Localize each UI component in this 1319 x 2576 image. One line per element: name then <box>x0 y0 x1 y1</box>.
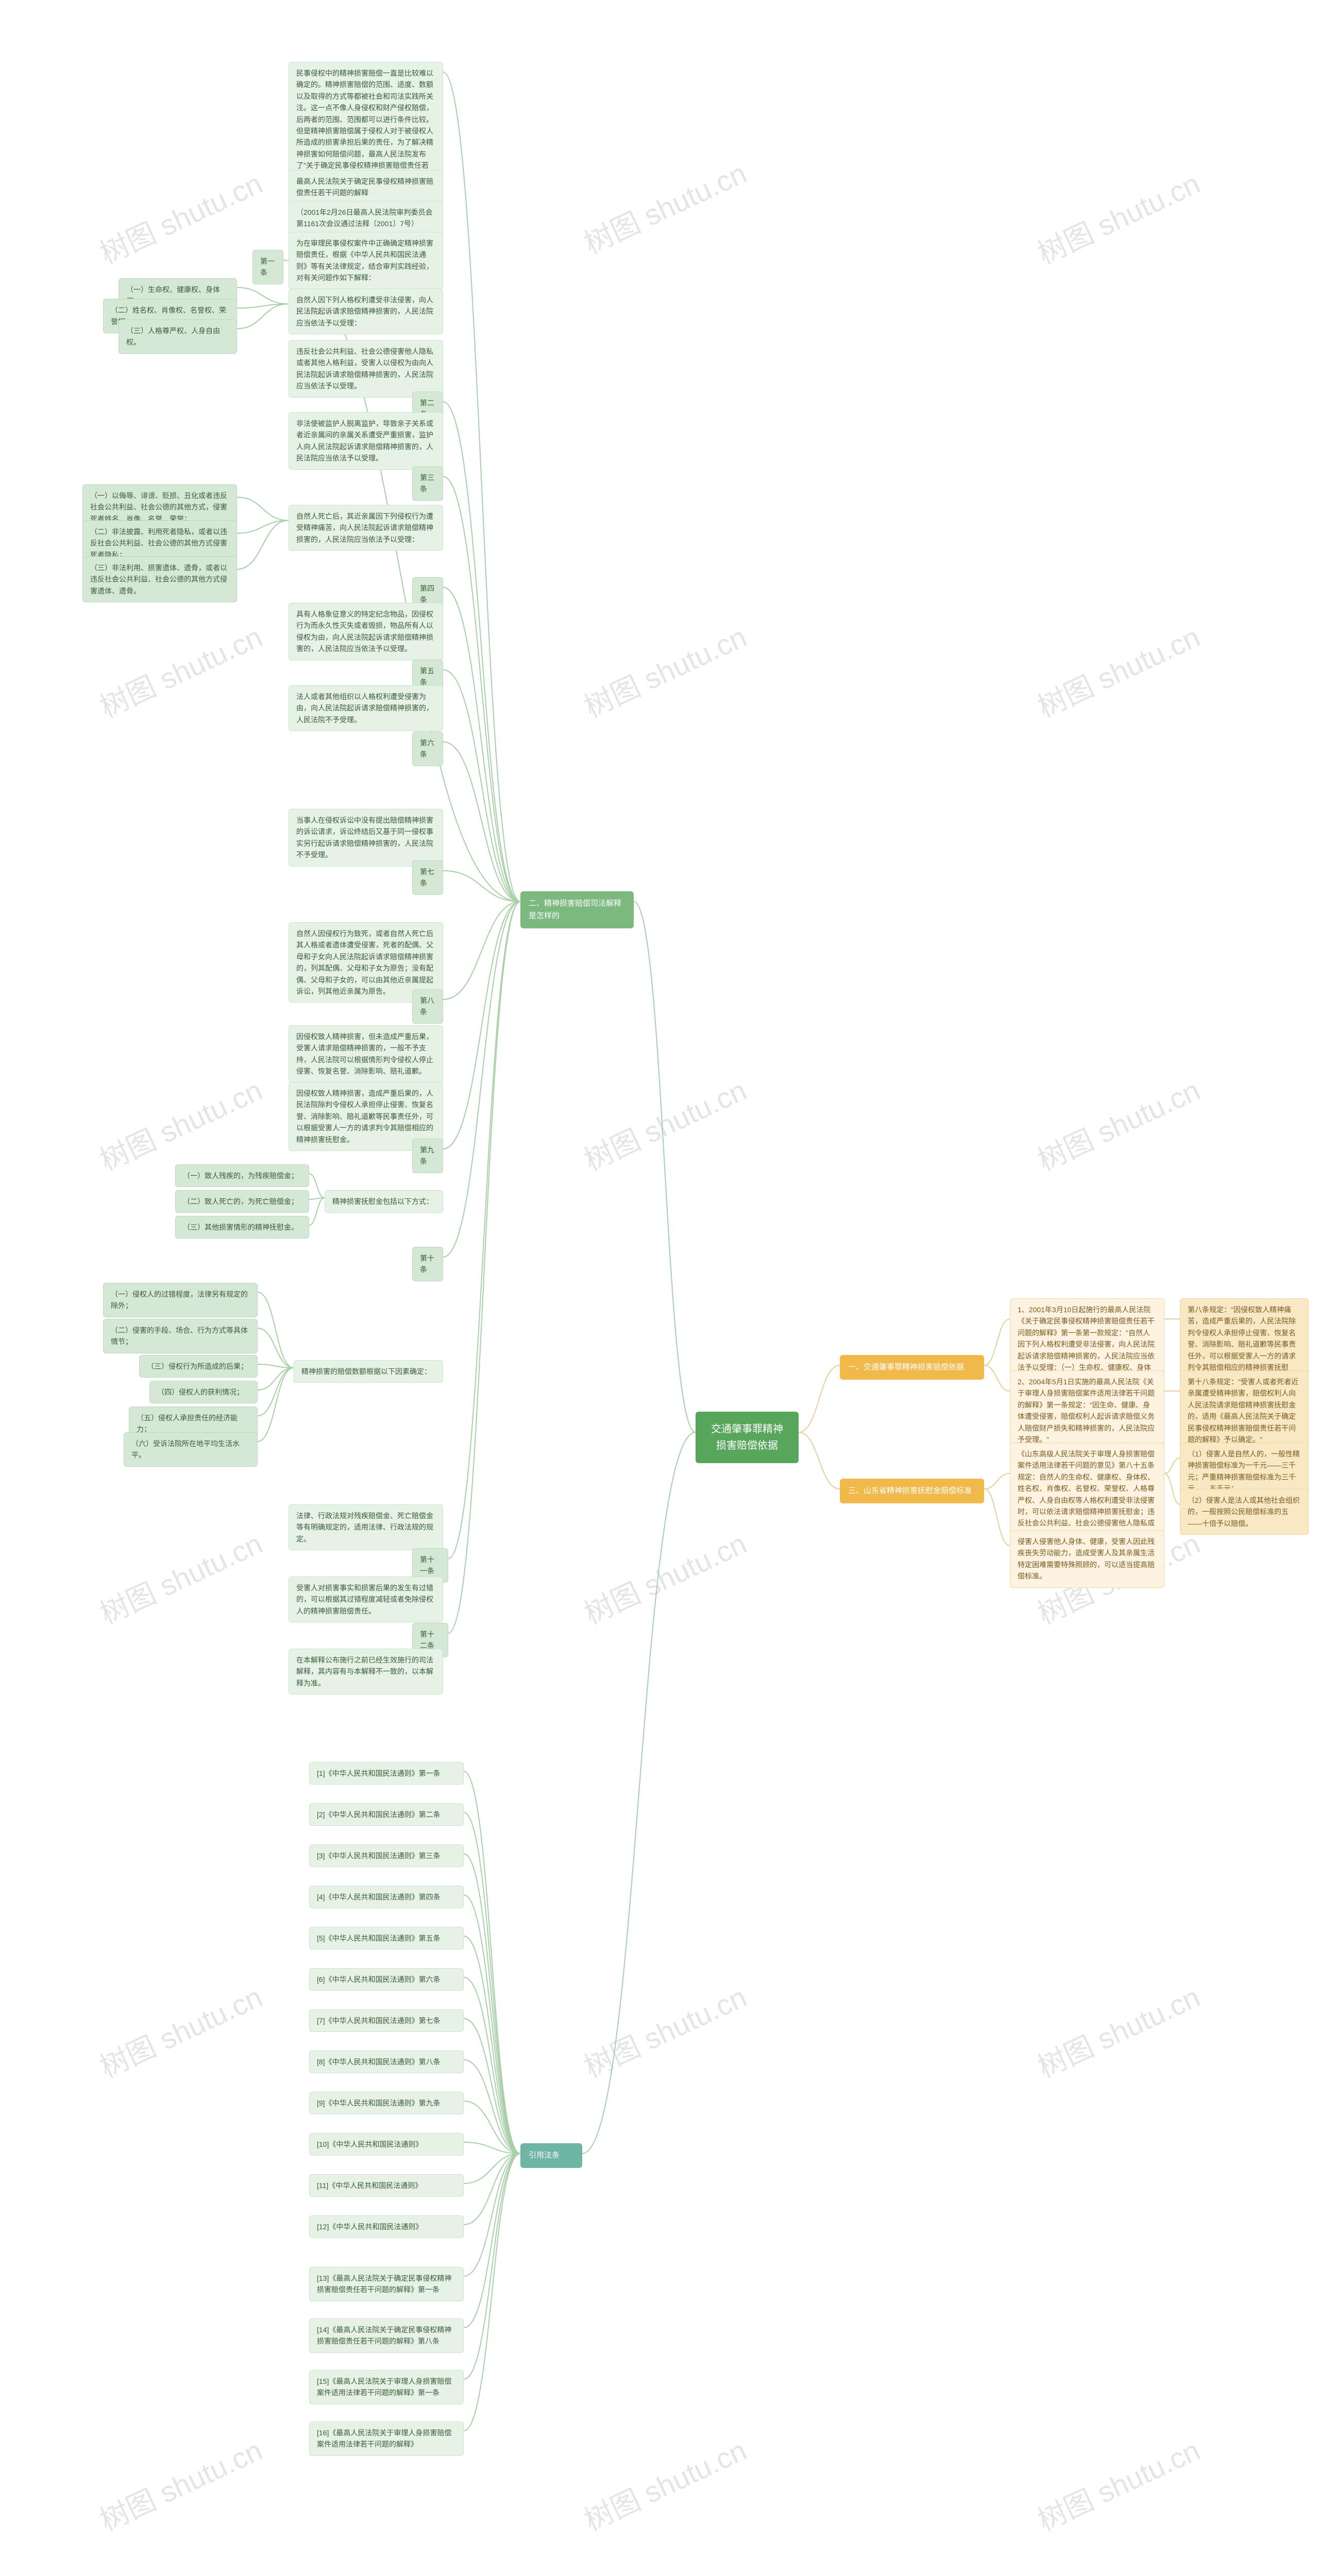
article-a6: 第六条 <box>412 732 443 766</box>
watermark: 树图 shutu.cn <box>1030 1974 1206 2086</box>
citation: [7]《中华人民共和国民法通则》第七条 <box>309 2009 464 2032</box>
a10-bullet: （二）侵害的手段、场合、行为方式等具体情节； <box>103 1319 258 1353</box>
citation: [16]《最高人民法院关于审理人身损害赔偿案件适用法律若干问题的解释》 <box>309 2421 464 2456</box>
a9-bullet: （三）其他损害情形的精神抚慰金。 <box>175 1216 309 1239</box>
a3-bullet: （三）非法利用、损害遗体、遗骨，或者以违反社会公共利益、社会公德的其他方式侵害遗… <box>82 556 237 602</box>
a9-bullet: （一）致人残疾的，为残疾赔偿金； <box>175 1164 309 1187</box>
article-a1_mid: 自然人因下列人格权利遭受非法侵害，向人民法院起诉请求赔偿精神损害的，人民法院应当… <box>289 289 443 334</box>
citation: [1]《中华人民共和国民法通则》第一条 <box>309 1762 464 1785</box>
article-a2_body: 非法使被监护人脱离监护，导致亲子关系或者近亲属间的亲属关系遭受严重损害，监护人向… <box>289 412 443 470</box>
article-a11_body: 受害人对损害事实和损害后果的发生有过错的，可以根据其过错程度减轻或者免除侵权人的… <box>289 1577 443 1622</box>
article-a7: 第七条 <box>412 860 443 895</box>
article-a6_body: 当事人在侵权诉讼中没有提出赔偿精神损害的诉讼请求，诉讼终结后又基于同一侵权事实另… <box>289 809 443 867</box>
branch-s3: 三、山东省精神损害抚慰金赔偿标准 <box>840 1479 984 1503</box>
s3-side: （2）侵害人是法人或其他社会组织的，一般按照公民赔偿标准的五——十倍予以赔偿。 <box>1180 1489 1309 1535</box>
article-a4_body: 具有人格象征意义的特定纪念物品，因侵权行为而永久性灭失或者毁损，物品所有人以侵权… <box>289 603 443 660</box>
watermark: 树图 shutu.cn <box>577 150 753 262</box>
watermark: 树图 shutu.cn <box>577 1974 753 2086</box>
s1-leaf: 2、2004年5月1日实施的最高人民法院《关于审理人身损害赔偿案件适用法律若干问… <box>1010 1370 1164 1451</box>
article-a10: 第十条 <box>412 1247 443 1281</box>
article-a10_body: 精神损害的赔偿数额根据以下因素确定： <box>294 1360 443 1383</box>
a10-bullet: （四）侵权人的获利情况； <box>149 1381 258 1403</box>
citation: [13]《最高人民法院关于确定民事侵权精神损害赔偿责任若干问题的解释》第一条 <box>309 2267 464 2301</box>
watermark: 树图 shutu.cn <box>1030 1067 1206 1179</box>
watermark: 树图 shutu.cn <box>92 1974 268 2086</box>
citation: [3]《中华人民共和国民法通则》第三条 <box>309 1844 464 1867</box>
citation: [14]《最高人民法院关于确定民事侵权精神损害赔偿责任若干问题的解释》第八条 <box>309 2318 464 2353</box>
article-a8_body1: 因侵权致人精神损害，但未造成严重后果，受害人请求赔偿精神损害的，一般不予支持，人… <box>289 1025 443 1083</box>
watermark: 树图 shutu.cn <box>92 161 268 273</box>
citation: [4]《中华人民共和国民法通则》第四条 <box>309 1886 464 1908</box>
root-node: 交通肇事罪精神损害赔偿依据 <box>696 1412 799 1463</box>
citation: [10]《中华人民共和国民法通则》 <box>309 2133 464 2156</box>
citation: [12]《中华人民共和国民法通则》 <box>309 2215 464 2238</box>
watermark: 树图 shutu.cn <box>92 1521 268 1633</box>
article-a1_tail: 违反社会公共利益、社会公德侵害他人隐私或者其他人格利益，受害人以侵权为由向人民法… <box>289 340 443 398</box>
a10-bullet: （六）受诉法院所在地平均生活水平。 <box>124 1432 258 1467</box>
s3-bottom: 侵害人侵害他人身体、健康，受害人因此残疾丧失劳动能力，造成受害人及其亲属生活特定… <box>1010 1530 1164 1588</box>
article-a1: 第一条 <box>252 250 283 284</box>
article-a3_body: 自然人死亡后，其近亲属因下列侵权行为遭受精神痛苦，向人民法院起诉请求赔偿精神损害… <box>289 505 443 551</box>
citation: [8]《中华人民共和国民法通则》第八条 <box>309 2050 464 2073</box>
watermark: 树图 shutu.cn <box>577 614 753 726</box>
watermark: 树图 shutu.cn <box>1030 614 1206 726</box>
watermark: 树图 shutu.cn <box>92 2428 268 2539</box>
a10-bullet: （三）侵权行为所造成的后果； <box>139 1355 258 1378</box>
article-a_meeting: （2001年2月26日最高人民法院审判委员会第1161次会议通过法释〔2001〕… <box>289 201 443 235</box>
citation: [9]《中华人民共和国民法通则》第九条 <box>309 2092 464 2114</box>
branch-s2: 二、精神损害赔偿司法解释是怎样的 <box>520 891 634 928</box>
citation: [6]《中华人民共和国民法通则》第六条 <box>309 1968 464 1991</box>
citation: [11]《中华人民共和国民法通则》 <box>309 2174 464 2197</box>
article-a1_body: 为在审理民事侵权案件中正确确定精神损害赔偿责任，根据《中华人民共和国民法通则》等… <box>289 232 443 290</box>
watermark: 树图 shutu.cn <box>577 1521 753 1633</box>
a10-bullet: （一）侵权人的过错程度，法律另有规定的除外； <box>103 1283 258 1317</box>
article-a9_body: 精神损害抚慰金包括以下方式： <box>325 1190 443 1213</box>
watermark: 树图 shutu.cn <box>577 2428 753 2539</box>
watermark: 树图 shutu.cn <box>92 614 268 726</box>
article-a8: 第八条 <box>412 989 443 1024</box>
article-a9: 第九条 <box>412 1139 443 1173</box>
watermark: 树图 shutu.cn <box>92 1067 268 1179</box>
article-a10_tail: 法律、行政法规对残疾赔偿金、死亡赔偿金等有明确规定的，适用法律、行政法规的规定。 <box>289 1504 443 1550</box>
watermark: 树图 shutu.cn <box>1030 2428 1206 2539</box>
article-a12_body: 在本解释公布施行之前已经生效施行的司法解释，其内容有与本解释不一致的，以本解释为… <box>289 1649 443 1694</box>
article-a3: 第三条 <box>412 466 443 501</box>
branch-s1: 一、交通肇事罪精神损害赔偿依据 <box>840 1355 984 1380</box>
citation: [2]《中华人民共和国民法通则》第二条 <box>309 1803 464 1826</box>
branch-s4: 引用法条 <box>520 2143 582 2168</box>
s1-side: 第十八条规定："受害人或者死者近亲属遭受精神损害，赔偿权利人向人民法院请求赔偿精… <box>1180 1370 1309 1451</box>
a9-bullet: （二）致人死亡的，为死亡赔偿金； <box>175 1190 309 1213</box>
citation: [15]《最高人民法院关于审理人身损害赔偿案件适用法律若干问题的解释》第一条 <box>309 2370 464 2404</box>
a1-bullet: （三）人格尊严权、人身自由权。 <box>119 319 237 354</box>
citation: [5]《中华人民共和国民法通则》第五条 <box>309 1927 464 1950</box>
article-a_title: 最高人民法院关于确定民事侵权精神损害赔偿责任若干问题的解释 <box>289 170 443 205</box>
watermark: 树图 shutu.cn <box>577 1067 753 1179</box>
article-a5_body: 法人或者其他组织以人格权利遭受侵害为由，向人民法院起诉请求赔偿精神损害的，人民法… <box>289 685 443 731</box>
watermark: 树图 shutu.cn <box>1030 161 1206 273</box>
